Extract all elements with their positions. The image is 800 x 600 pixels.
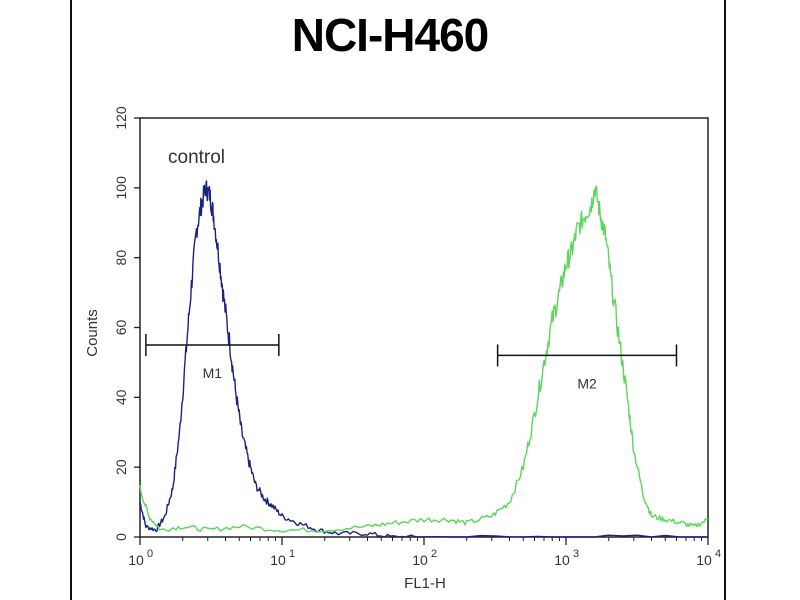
x-axis-label: FL1-H — [404, 575, 446, 592]
x-tick-label: 10 — [128, 552, 144, 568]
x-tick-exponent: 2 — [431, 548, 437, 560]
x-tick-label: 10 — [696, 552, 712, 568]
x-tick-exponent: 3 — [573, 548, 579, 560]
x-tick-exponent: 0 — [147, 548, 153, 560]
frame-left-border — [70, 0, 72, 600]
y-tick-label: 120 — [113, 106, 129, 130]
x-tick-label: 10 — [270, 552, 286, 568]
y-tick-label: 40 — [113, 389, 129, 405]
y-tick-label: 20 — [113, 459, 129, 475]
x-tick-exponent: 4 — [715, 548, 721, 560]
x-tick-label: 10 — [554, 552, 570, 568]
chart-series — [139, 180, 709, 538]
control-annotation: control — [168, 147, 225, 168]
chart-title: NCI-H460 — [291, 9, 490, 61]
marker-label: M1 — [203, 365, 223, 381]
x-tick-label: 10 — [412, 552, 428, 568]
sample-series-line — [139, 185, 709, 533]
y-tick-label: 60 — [113, 320, 129, 336]
marker-label: M2 — [577, 375, 597, 391]
y-tick-label: 100 — [113, 176, 129, 200]
chart-markers: M1 M2 — [145, 333, 678, 391]
y-axis-label: Counts — [84, 309, 101, 357]
frame-right-border — [724, 0, 726, 600]
control-series-line — [139, 180, 708, 538]
x-tick-exponent: 1 — [289, 548, 295, 560]
y-tick-label: 80 — [113, 250, 129, 266]
y-tick-label: 0 — [113, 533, 129, 541]
plot-frame — [139, 117, 709, 538]
